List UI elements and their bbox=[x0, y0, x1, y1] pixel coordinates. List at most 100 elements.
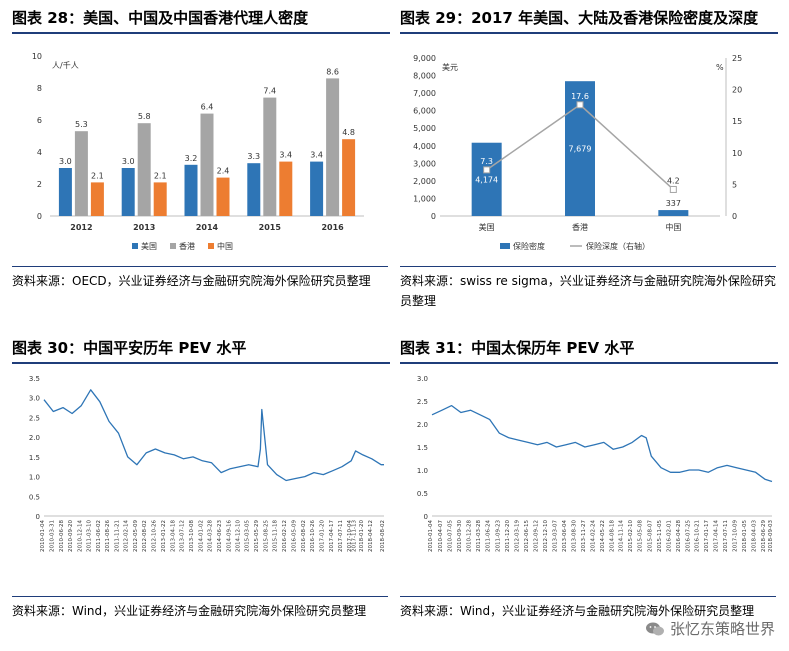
legend-label: 中国 bbox=[217, 241, 233, 251]
y-tick-label: 3.0 bbox=[29, 395, 40, 403]
y2-axis-label: % bbox=[716, 63, 724, 72]
chart-source: 资料来源：Wind，兴业证券经济与金融研究院海外保险研究员整理 bbox=[400, 596, 776, 621]
x-tick-label: 2014-02-24 bbox=[591, 520, 597, 552]
legend-swatch bbox=[500, 243, 510, 249]
x-tick-label: 2013-04-18 bbox=[170, 520, 176, 552]
x-tick-label: 2010-09-30 bbox=[457, 519, 463, 551]
x-tick-label: 2017-01-17 bbox=[704, 520, 710, 552]
y-tick-label: 7,000 bbox=[413, 89, 436, 98]
y-tick-label: 0 bbox=[431, 212, 436, 221]
chart-source: 资料来源：swiss re sigma，兴业证券经济与金融研究院海外保险研究员整… bbox=[400, 266, 776, 311]
chart-source: 资料来源：OECD，兴业证券经济与金融研究院海外保险研究员整理 bbox=[12, 266, 388, 291]
chart-title: 图表 31：中国太保历年 PEV 水平 bbox=[400, 338, 778, 364]
y-tick-label: 8 bbox=[37, 84, 42, 93]
x-tick-label: 2015-05-08 bbox=[638, 519, 644, 551]
x-tick-label: 2017-04-17 bbox=[329, 520, 335, 552]
x-tick-label: 2015-11-05 bbox=[657, 520, 663, 552]
x-tick-label: 2014-03-28 bbox=[208, 519, 214, 551]
y2-tick-label: 15 bbox=[732, 117, 742, 126]
data-label: 3.2 bbox=[185, 154, 198, 163]
y-tick-label: 0 bbox=[37, 212, 42, 221]
y-tick-label: 1.0 bbox=[29, 474, 40, 482]
x-tick-label: 2018-06-29 bbox=[761, 519, 767, 551]
data-label: 3.3 bbox=[247, 152, 260, 161]
x-tick-label: 2015-08-07 bbox=[647, 519, 653, 551]
y-tick-label: 6,000 bbox=[413, 107, 436, 116]
legend-swatch bbox=[170, 243, 176, 249]
x-tick-label: 2015 bbox=[259, 223, 282, 232]
data-label: 2.1 bbox=[154, 171, 167, 180]
x-tick-label: 2014-09-16 bbox=[226, 520, 232, 552]
chart-source: 资料来源：Wind，兴业证券经济与金融研究院海外保险研究员整理 bbox=[12, 596, 388, 621]
x-tick-label: 2016-08-02 bbox=[301, 520, 307, 552]
bar bbox=[263, 97, 277, 216]
x-tick-label: 2011-09-23 bbox=[495, 520, 501, 552]
x-tick-label: 2012-03-19 bbox=[515, 520, 521, 552]
x-tick-label: 2013-11-27 bbox=[581, 519, 587, 551]
x-tick-label: 2011-03-28 bbox=[476, 519, 482, 551]
y-tick-label: 4 bbox=[37, 148, 42, 157]
x-tick-label: 2014-01-02 bbox=[198, 520, 204, 552]
x-tick-label: 2012-08-02 bbox=[142, 520, 148, 552]
x-tick-label: 2014-08-18 bbox=[609, 520, 615, 552]
x-tick-label: 2015-02-10 bbox=[628, 520, 634, 552]
data-label: 2.4 bbox=[217, 167, 230, 176]
x-tick-label: 2017-07-11 bbox=[338, 520, 344, 552]
x-tick-label: 2014-05-22 bbox=[600, 520, 606, 552]
bar bbox=[326, 78, 340, 217]
chart-title: 图表 30：中国平安历年 PEV 水平 bbox=[12, 338, 390, 364]
bar-data-label: 337 bbox=[666, 199, 681, 208]
y-tick-label: 2.5 bbox=[29, 414, 40, 422]
x-tick-label: 2016-02-12 bbox=[282, 520, 288, 552]
x-tick-label: 2010-01-04 bbox=[428, 520, 434, 552]
x-tick-label: 2011-12-20 bbox=[505, 519, 511, 551]
x-tick-label: 2011-03-10 bbox=[87, 520, 93, 552]
y-tick-label: 1.0 bbox=[417, 467, 428, 475]
x-tick-label: 2012-12-10 bbox=[543, 520, 549, 552]
line-chart: 0 0.5 1.0 1.5 2.0 2.5 3.0 3.5 2010-01-04 2010-03-… bbox=[29, 375, 386, 552]
bar bbox=[121, 168, 135, 216]
chart-title: 图表 28：美国、中国及中国香港代理人密度 bbox=[12, 8, 390, 34]
y-tick-label: 1.5 bbox=[29, 454, 40, 462]
bar bbox=[658, 210, 689, 216]
x-tick-label: 2013-03-07 bbox=[552, 519, 558, 551]
x-tick-label: 2010-12-14 bbox=[77, 519, 83, 551]
series-line bbox=[431, 404, 773, 483]
x-tick-label: 2010-07-05 bbox=[448, 520, 454, 552]
wechat-icon bbox=[645, 622, 664, 635]
data-label: 8.6 bbox=[326, 67, 339, 76]
x-tick-label: 2018-09-03 bbox=[768, 520, 774, 552]
y-tick-label: 3,000 bbox=[413, 159, 436, 168]
x-tick-label: 中国 bbox=[665, 222, 681, 232]
x-tick-label: 2016-04-28 bbox=[676, 520, 682, 552]
x-tick-label: 2010-09-20 bbox=[68, 519, 74, 551]
x-tick-label: 2011-06-02 bbox=[96, 520, 102, 552]
bar-chart: 0 2 4 6 8 10 人/千人 2012 3.0 5.3 2.1 2013 3.0 5.8 2.1 201… bbox=[32, 52, 364, 251]
bar-data-label: 4,174 bbox=[475, 175, 498, 184]
x-tick-label: 2017-07-11 bbox=[723, 520, 729, 552]
data-label: 3.0 bbox=[122, 157, 135, 166]
line-point bbox=[576, 101, 584, 109]
series-line bbox=[43, 389, 384, 482]
data-label: 4.8 bbox=[342, 128, 355, 137]
bar bbox=[247, 163, 261, 216]
y-tick-label: 2 bbox=[37, 180, 42, 189]
x-tick-label: 2011-06-24 bbox=[486, 520, 492, 552]
line-chart: 0 0.5 1.0 1.5 2.0 2.5 3.0 2010-01-04 2010-04-07 2… bbox=[417, 375, 774, 552]
bar bbox=[310, 161, 324, 216]
legend-swatch bbox=[208, 243, 214, 249]
x-tick-label: 2012-09-12 bbox=[534, 520, 540, 552]
data-label: 6.4 bbox=[201, 103, 214, 112]
y-tick-label: 1.5 bbox=[417, 444, 428, 452]
x-tick-label: 2018-04-03 bbox=[752, 520, 758, 552]
x-tick-label: 2010-12-28 bbox=[467, 520, 473, 552]
line-point bbox=[669, 185, 677, 193]
legend-swatch bbox=[132, 243, 138, 249]
y-tick-label: 3.0 bbox=[417, 375, 428, 383]
y-tick-label: 0 bbox=[424, 513, 428, 521]
bar bbox=[279, 161, 293, 216]
bar bbox=[74, 131, 88, 216]
x-tick-label: 2015-08-25 bbox=[264, 519, 270, 551]
x-tick-label: 2014-11-14 bbox=[619, 519, 625, 551]
x-tick-label: 2018-01-20 bbox=[359, 519, 365, 551]
